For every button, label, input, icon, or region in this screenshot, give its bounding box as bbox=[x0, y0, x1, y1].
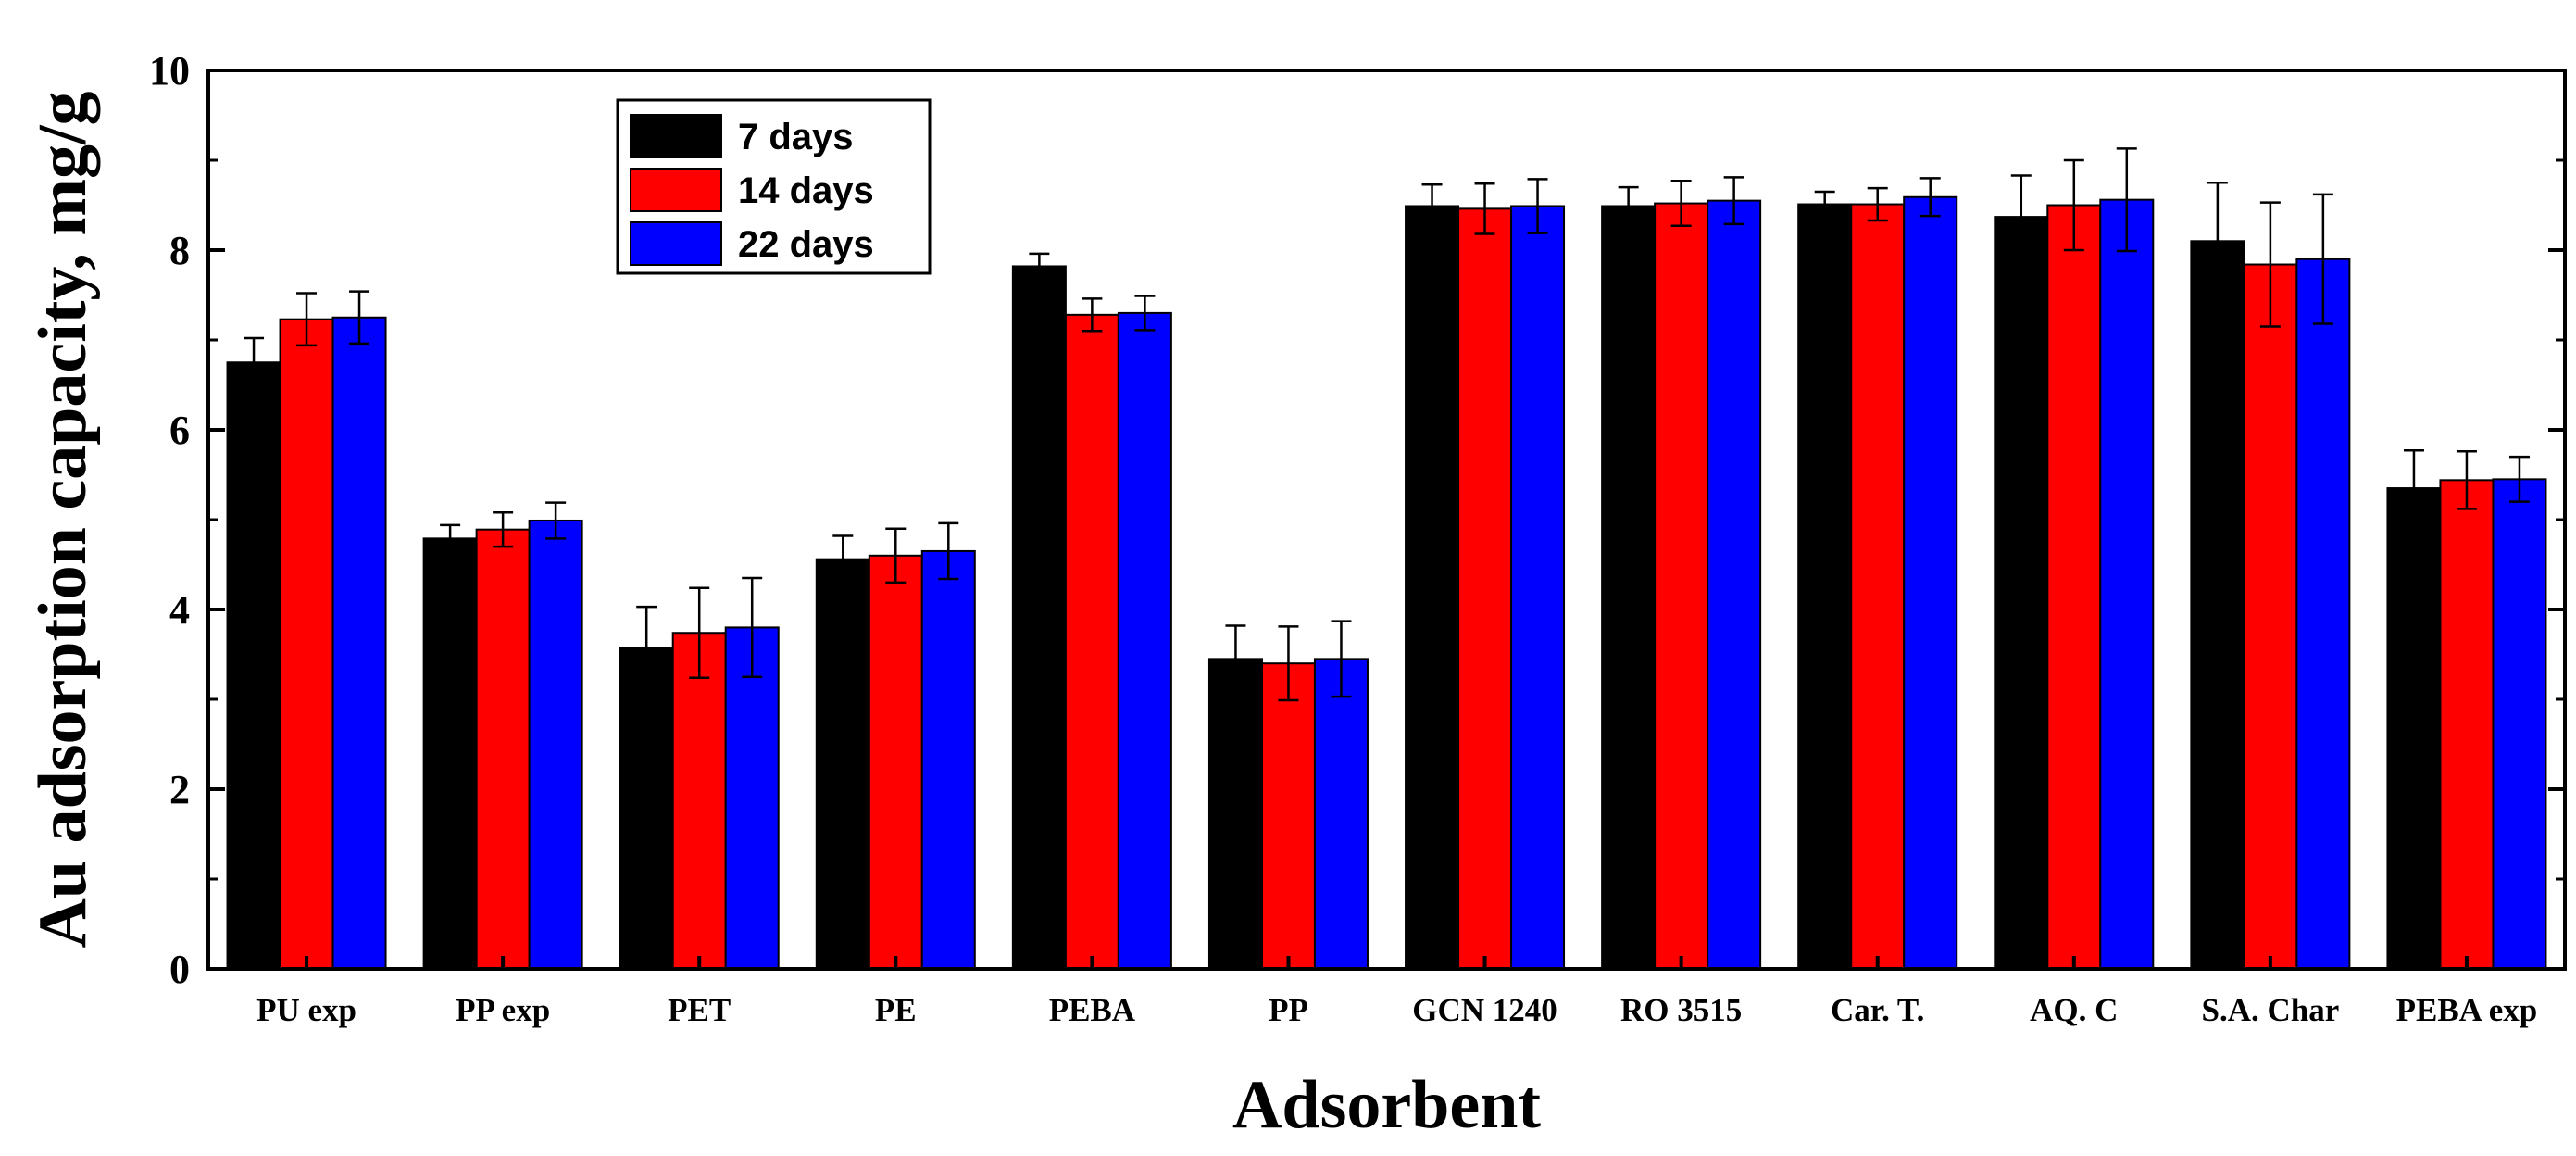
bar bbox=[815, 558, 870, 970]
y-tick-label: 10 bbox=[149, 48, 190, 94]
bar bbox=[1601, 205, 1657, 971]
bar bbox=[2243, 263, 2298, 970]
legend-swatch bbox=[630, 221, 722, 266]
bar bbox=[619, 647, 674, 971]
x-axis: PU exp PP exp PET PE PEBA PP GCN 1240 RO 3515 Ca… bbox=[256, 956, 2537, 1028]
bar bbox=[2190, 240, 2245, 970]
legend: 7 days 14 days 22 days bbox=[616, 98, 932, 275]
x-tick-label: PEBA exp bbox=[2396, 992, 2538, 1028]
legend-label: 7 days bbox=[738, 117, 854, 157]
bar bbox=[1994, 216, 2049, 971]
bar bbox=[1405, 205, 1460, 971]
x-tick-label: PP bbox=[1269, 992, 1308, 1028]
y-axis: 0 2 4 6 8 10 bbox=[149, 48, 2565, 992]
x-tick-label: AQ. C bbox=[2030, 992, 2118, 1028]
bar bbox=[1313, 658, 1369, 970]
bar bbox=[1207, 658, 1263, 970]
bar bbox=[226, 361, 281, 970]
bar bbox=[2046, 204, 2102, 970]
y-axis-title: Au adsorption capacity, mg/g bbox=[25, 91, 101, 948]
x-tick-label: PET bbox=[668, 992, 731, 1028]
bar bbox=[528, 519, 583, 970]
bars-layer bbox=[226, 195, 2547, 971]
bar bbox=[422, 537, 478, 970]
bar bbox=[1011, 265, 1067, 970]
bar bbox=[724, 626, 780, 971]
x-tick-label: S.A. Char bbox=[2201, 992, 2339, 1028]
y-tick-label: 8 bbox=[169, 228, 190, 273]
error-bars-layer bbox=[244, 147, 2530, 702]
legend-swatch bbox=[630, 114, 722, 158]
bar bbox=[2439, 479, 2495, 970]
x-tick-label: GCN 1240 bbox=[1412, 992, 1557, 1028]
bar bbox=[1457, 207, 1513, 970]
x-tick-label: Car. T. bbox=[1831, 992, 1924, 1028]
y-tick-label: 4 bbox=[169, 587, 190, 633]
bar bbox=[1117, 311, 1172, 970]
bar bbox=[1260, 662, 1316, 970]
bar bbox=[1064, 313, 1119, 970]
x-tick-label: PE bbox=[875, 992, 917, 1028]
legend-label: 22 days bbox=[738, 224, 874, 265]
x-tick-label: PU exp bbox=[256, 992, 356, 1028]
bar bbox=[331, 316, 387, 970]
bar bbox=[279, 318, 334, 970]
y-tick-label: 2 bbox=[169, 767, 190, 812]
bar bbox=[920, 549, 976, 970]
bar bbox=[1903, 195, 1958, 970]
x-tick-label: PP exp bbox=[456, 992, 550, 1028]
bar bbox=[2099, 198, 2155, 970]
y-tick-label: 6 bbox=[169, 408, 190, 453]
x-tick-label: PEBA bbox=[1049, 992, 1136, 1028]
x-tick-label: RO 3515 bbox=[1620, 992, 1742, 1028]
bar bbox=[2492, 478, 2547, 970]
legend-swatch bbox=[630, 168, 722, 212]
legend-label: 14 days bbox=[738, 170, 874, 211]
bar bbox=[475, 528, 531, 970]
bar bbox=[2386, 487, 2442, 970]
bar bbox=[1654, 202, 1709, 970]
bar bbox=[868, 554, 923, 970]
y-tick-label: 0 bbox=[169, 947, 190, 992]
bar bbox=[1850, 203, 1906, 970]
x-axis-title: Adsorbent bbox=[1232, 1067, 1541, 1143]
bar bbox=[1707, 199, 1762, 970]
bar bbox=[1510, 205, 1566, 971]
bar bbox=[1797, 203, 1853, 970]
bar bbox=[2295, 258, 2351, 970]
bar bbox=[671, 632, 727, 970]
